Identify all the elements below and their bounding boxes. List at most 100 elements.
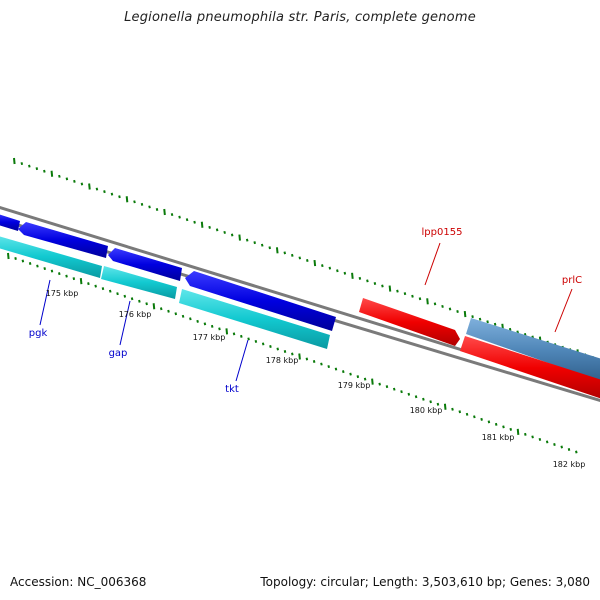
minor-tick-mark <box>508 327 512 331</box>
minor-tick-mark <box>148 205 151 209</box>
accession-text: Accession: NC_006368 <box>10 575 146 589</box>
minor-tick-mark <box>65 177 69 181</box>
gene-label-tkt: tkt <box>225 384 239 395</box>
minor-tick-mark <box>465 412 469 416</box>
minor-tick-mark <box>531 435 534 439</box>
minor-tick-mark <box>232 332 236 336</box>
major-tick-mark <box>238 234 241 241</box>
minor-tick-mark <box>471 315 474 319</box>
minor-tick-mark <box>480 417 483 421</box>
minor-tick-mark <box>261 342 265 346</box>
minor-tick-mark <box>349 372 352 376</box>
minor-tick-mark <box>436 402 440 406</box>
minor-tick-mark <box>433 302 437 306</box>
minor-tick-mark <box>145 302 148 306</box>
minor-tick-mark <box>58 272 61 276</box>
minor-tick-mark <box>159 307 163 311</box>
minor-tick-mark <box>65 274 68 278</box>
leader-pgk <box>39 279 51 326</box>
minor-tick-mark <box>110 192 114 196</box>
minor-tick-mark <box>291 253 294 257</box>
minor-tick-mark <box>215 228 219 232</box>
minor-tick-mark <box>356 375 360 379</box>
major-tick-mark <box>516 428 520 435</box>
minor-tick-mark <box>123 294 127 298</box>
minor-tick-mark <box>305 357 309 361</box>
minor-tick-mark <box>373 281 377 285</box>
minor-tick-mark <box>403 292 407 296</box>
minor-tick-mark <box>254 339 258 343</box>
minor-tick-mark <box>20 162 24 166</box>
minor-tick-mark <box>502 425 505 429</box>
minor-tick-mark <box>28 262 32 266</box>
minor-tick-mark <box>298 256 302 260</box>
minor-tick-mark <box>473 415 476 419</box>
minor-tick-mark <box>545 440 549 444</box>
cds-prlC <box>466 318 600 382</box>
minor-tick-mark <box>312 360 316 364</box>
minor-tick-mark <box>269 344 272 348</box>
tick-label-177: 177 kbp <box>193 333 226 342</box>
minor-tick-mark <box>493 322 497 326</box>
minor-tick-mark <box>196 319 199 323</box>
major-tick-mark <box>125 196 129 203</box>
minor-tick-mark <box>334 367 338 371</box>
gene-label-lpp0155: lpp0155 <box>422 227 463 238</box>
minor-tick-mark <box>396 289 399 293</box>
minor-tick-mark <box>87 282 90 286</box>
major-tick-mark <box>426 298 429 305</box>
minor-tick-mark <box>208 225 211 229</box>
accession-value: NC_006368 <box>77 575 147 589</box>
minor-tick-mark <box>95 187 99 191</box>
minor-tick-mark <box>189 317 192 321</box>
minor-tick-mark <box>336 269 339 273</box>
minor-tick-mark <box>487 420 491 424</box>
leader-tkt <box>235 339 249 382</box>
cds-blue-4 <box>185 271 336 331</box>
major-tick-mark <box>443 403 447 410</box>
minor-tick-mark <box>320 362 323 366</box>
major-tick-mark <box>163 208 166 216</box>
minor-tick-mark <box>366 279 369 283</box>
minor-tick-mark <box>72 277 76 281</box>
cds-cyan-3 <box>179 289 330 349</box>
major-tick-mark <box>463 310 467 318</box>
major-tick-mark <box>200 221 204 228</box>
minor-tick-mark <box>116 292 119 296</box>
cds-blue-1 <box>0 214 20 231</box>
minor-tick-mark <box>342 370 345 374</box>
minor-tick-mark <box>414 395 418 399</box>
minor-tick-mark <box>524 432 527 436</box>
leader-gap <box>119 300 131 346</box>
minor-tick-mark <box>283 251 287 255</box>
minor-tick-mark <box>441 304 444 308</box>
minor-tick-mark <box>553 442 556 446</box>
minor-tick-mark <box>478 317 482 321</box>
tick-label-175: 175 kbp <box>46 289 79 298</box>
cds-blue-2 <box>18 222 108 258</box>
minor-tick-mark <box>306 259 309 262</box>
cds-cyan-2 <box>101 266 177 299</box>
minor-tick-mark <box>381 284 384 288</box>
minor-tick-mark <box>94 284 97 288</box>
minor-tick-mark <box>378 382 381 386</box>
minor-tick-mark <box>218 327 221 331</box>
minor-tick-mark <box>101 287 105 291</box>
minor-tick-mark <box>268 246 272 250</box>
minor-tick-mark <box>253 241 256 245</box>
cds-lpp0155 <box>359 298 460 346</box>
minor-tick-mark <box>429 400 432 404</box>
minor-tick-mark <box>73 179 76 183</box>
major-tick-mark <box>152 303 156 310</box>
major-tick-mark <box>388 285 392 292</box>
minor-tick-mark <box>327 365 330 369</box>
minor-tick-mark <box>400 390 403 394</box>
minor-tick-mark <box>43 169 46 173</box>
minor-tick-mark <box>328 266 332 270</box>
cds-red-lower <box>460 336 600 399</box>
minor-tick-mark <box>181 314 185 318</box>
minor-tick-mark <box>170 213 174 217</box>
major-tick-mark <box>7 252 10 260</box>
tick-label-178: 178 kbp <box>266 356 299 365</box>
